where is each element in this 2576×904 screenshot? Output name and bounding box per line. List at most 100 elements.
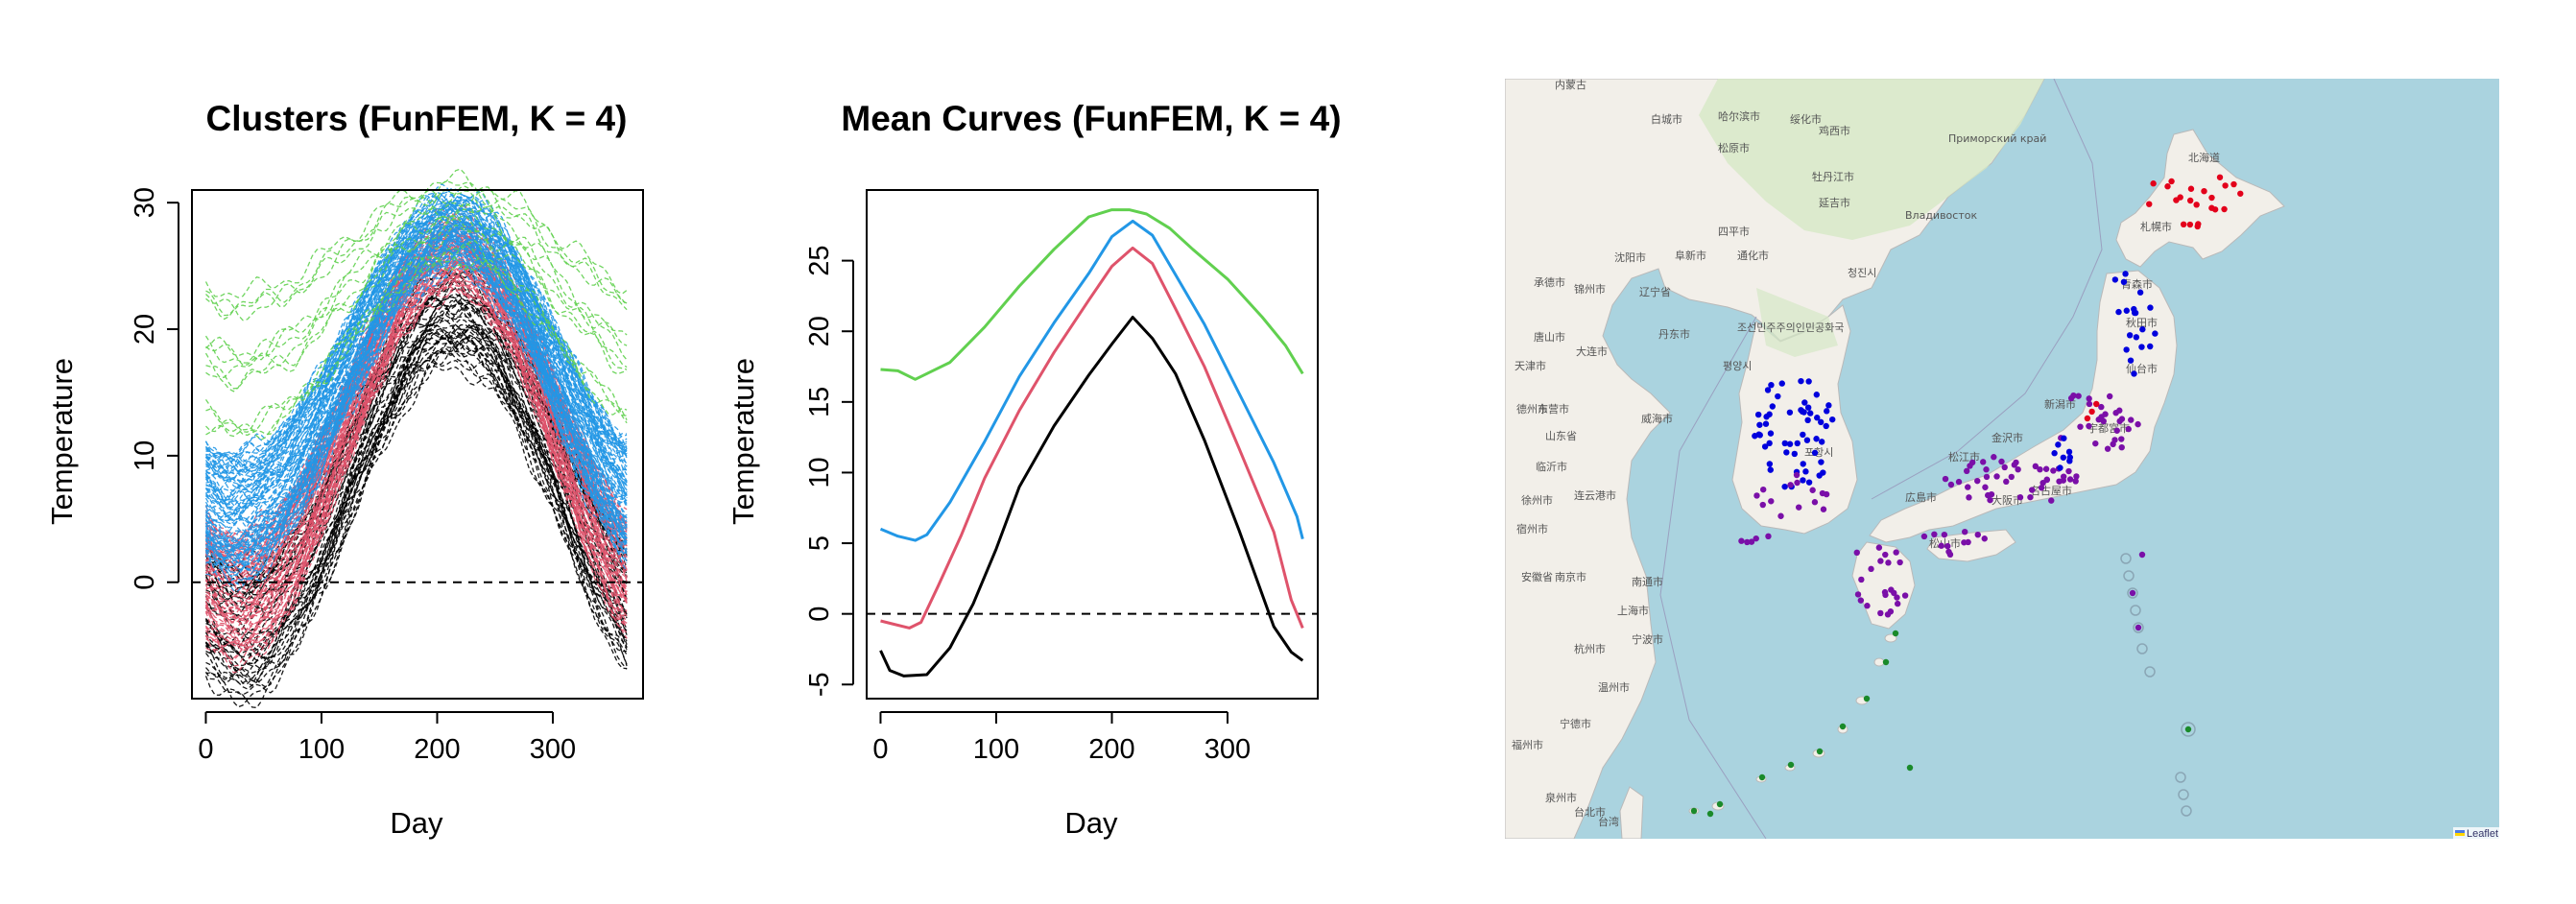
station-marker[interactable] (1781, 440, 1788, 447)
station-marker[interactable] (2115, 308, 2122, 316)
station-marker[interactable] (2032, 463, 2039, 470)
station-marker[interactable] (2066, 476, 2074, 483)
station-marker[interactable] (1854, 591, 1862, 598)
station-marker[interactable] (1962, 528, 1968, 535)
station-marker[interactable] (2216, 174, 2224, 180)
station-marker[interactable] (2147, 343, 2154, 350)
station-marker[interactable] (1804, 404, 1812, 411)
station-marker[interactable] (1794, 479, 1801, 487)
station-marker[interactable] (1801, 399, 1808, 406)
station-marker[interactable] (2237, 190, 2244, 197)
station-marker[interactable] (2125, 425, 2132, 433)
station-marker[interactable] (1974, 531, 1981, 538)
station-marker[interactable] (2066, 458, 2073, 464)
station-marker[interactable] (2061, 435, 2067, 441)
station-marker[interactable] (1759, 501, 1766, 509)
station-marker[interactable] (1963, 467, 1970, 475)
station-marker[interactable] (1818, 439, 1825, 445)
station-marker[interactable] (2001, 464, 2008, 471)
station-marker[interactable] (1991, 454, 1997, 461)
station-marker[interactable] (1983, 466, 1990, 473)
station-marker[interactable] (2195, 221, 2202, 227)
station-marker[interactable] (2180, 221, 2187, 228)
station-marker[interactable] (1896, 559, 1903, 566)
station-marker[interactable] (1947, 481, 1955, 488)
station-marker[interactable] (2139, 326, 2146, 333)
station-marker[interactable] (1786, 440, 1794, 447)
station-marker[interactable] (1920, 533, 1928, 540)
station-marker[interactable] (1819, 489, 1826, 497)
map-attribution-link[interactable]: Leaflet (2467, 828, 2498, 840)
station-marker[interactable] (1767, 466, 1774, 473)
station-marker[interactable] (1853, 549, 1860, 557)
station-marker[interactable] (1829, 416, 1836, 423)
station-marker[interactable] (1998, 458, 2005, 465)
station-marker[interactable] (2118, 436, 2125, 442)
station-marker[interactable] (2067, 394, 2075, 402)
station-marker[interactable] (2168, 178, 2175, 185)
station-marker[interactable] (1800, 431, 1806, 439)
station-marker[interactable] (2057, 464, 2063, 471)
station-marker[interactable] (2152, 330, 2159, 337)
station-marker[interactable] (2127, 357, 2135, 364)
station-marker[interactable] (2222, 182, 2229, 189)
station-marker[interactable] (1803, 437, 1811, 443)
station-marker[interactable] (1801, 409, 1807, 416)
station-marker[interactable] (1754, 411, 1762, 418)
station-marker[interactable] (2086, 395, 2092, 402)
station-marker[interactable] (2164, 183, 2171, 190)
station-marker[interactable] (1791, 450, 1798, 458)
station-marker[interactable] (1767, 430, 1775, 437)
station-marker[interactable] (2131, 370, 2137, 377)
station-marker[interactable] (1961, 539, 1968, 546)
station-marker[interactable] (2092, 440, 2099, 447)
station-marker[interactable] (1818, 418, 1825, 426)
station-marker[interactable] (2120, 278, 2128, 286)
station-marker[interactable] (1805, 378, 1812, 385)
station-marker[interactable] (1766, 440, 1773, 447)
station-marker[interactable] (1795, 504, 1802, 511)
station-marker[interactable] (1882, 658, 1890, 666)
station-marker[interactable] (1766, 411, 1773, 417)
station-marker[interactable] (2027, 493, 2034, 501)
station-marker[interactable] (2060, 473, 2067, 480)
station-marker[interactable] (2123, 307, 2131, 314)
station-marker[interactable] (2133, 334, 2140, 341)
station-marker[interactable] (1787, 761, 1795, 769)
station-marker[interactable] (2123, 346, 2130, 353)
station-marker[interactable] (2060, 454, 2067, 461)
station-marker[interactable] (1764, 387, 1772, 393)
station-marker[interactable] (2208, 204, 2215, 211)
station-marker[interactable] (1769, 403, 1777, 410)
station-marker[interactable] (1983, 473, 1991, 481)
station-marker[interactable] (2111, 276, 2119, 283)
station-marker[interactable] (1824, 408, 1830, 415)
station-marker[interactable] (2116, 417, 2123, 425)
station-marker[interactable] (2093, 400, 2100, 408)
station-marker[interactable] (2173, 197, 2180, 203)
station-marker[interactable] (1765, 533, 1772, 540)
station-marker[interactable] (2150, 180, 2157, 187)
station-marker[interactable] (1893, 549, 1899, 556)
station-marker[interactable] (1884, 611, 1892, 618)
station-marker[interactable] (2111, 437, 2118, 443)
station-marker[interactable] (2051, 450, 2058, 457)
station-marker[interactable] (1974, 477, 1981, 485)
station-marker[interactable] (1894, 594, 1900, 601)
station-marker[interactable] (1892, 630, 1899, 637)
station-marker[interactable] (1809, 487, 1816, 493)
station-marker[interactable] (1805, 479, 1813, 486)
station-marker[interactable] (1868, 565, 1874, 573)
station-marker[interactable] (1825, 402, 1832, 409)
station-marker[interactable] (1811, 449, 1819, 457)
station-marker[interactable] (1814, 415, 1821, 421)
station-marker[interactable] (1877, 609, 1884, 617)
station-marker[interactable] (2113, 427, 2120, 434)
station-marker[interactable] (1816, 748, 1824, 755)
station-marker[interactable] (2193, 202, 2200, 208)
station-marker[interactable] (1882, 551, 1889, 559)
station-marker[interactable] (2098, 403, 2105, 411)
station-marker[interactable] (2186, 221, 2194, 228)
station-marker[interactable] (1820, 506, 1827, 512)
station-marker[interactable] (1816, 472, 1823, 479)
